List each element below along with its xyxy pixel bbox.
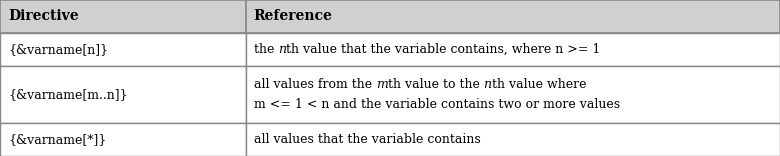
Bar [0, 66, 246, 123]
Text: the: the [254, 43, 278, 56]
Text: n: n [278, 43, 286, 56]
Bar [246, 66, 780, 123]
Text: th value to the: th value to the [388, 78, 484, 91]
Text: th value that the variable contains, where n >= 1: th value that the variable contains, whe… [286, 43, 601, 56]
Text: th value where: th value where [491, 78, 586, 91]
Bar [0, 33, 246, 66]
Bar [246, 0, 780, 33]
Text: {&varname[n]}: {&varname[n]} [8, 43, 108, 56]
Bar [246, 33, 780, 66]
Text: m: m [376, 78, 388, 91]
Text: all values that the variable contains: all values that the variable contains [254, 133, 480, 146]
Bar [0, 0, 246, 33]
Text: n: n [484, 78, 491, 91]
Bar [0, 123, 246, 156]
Text: Directive: Directive [8, 10, 79, 24]
Text: Reference: Reference [254, 10, 332, 24]
Bar [246, 123, 780, 156]
Text: {&varname[m..n]}: {&varname[m..n]} [8, 88, 128, 101]
Text: m <= 1 < n and the variable contains two or more values: m <= 1 < n and the variable contains two… [254, 98, 620, 111]
Text: all values from the: all values from the [254, 78, 376, 91]
Text: {&varname[*]}: {&varname[*]} [8, 133, 106, 146]
